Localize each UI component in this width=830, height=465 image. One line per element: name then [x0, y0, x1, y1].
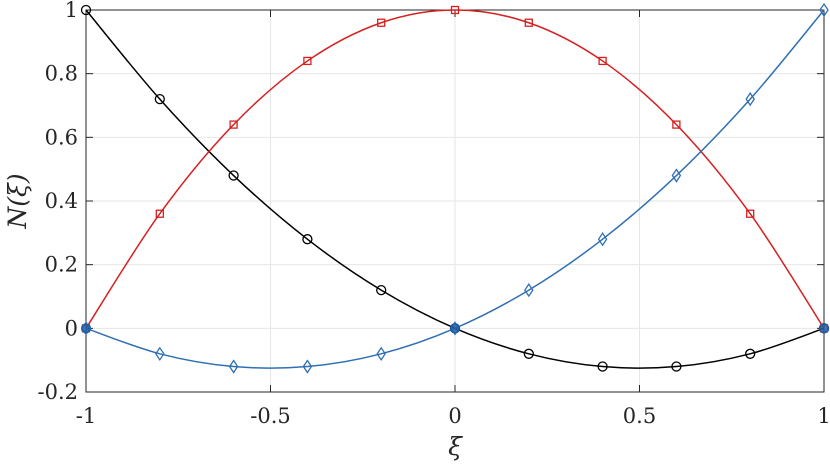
square-marker [524, 18, 533, 27]
circle-marker [523, 348, 534, 359]
circle-marker [597, 361, 608, 372]
circle-marker [80, 4, 92, 16]
x-axis-label: ξ [448, 432, 463, 461]
diamond-marker [155, 346, 165, 361]
axis-ticks [85, 9, 825, 393]
square-marker [229, 120, 238, 129]
x-tick-label: 0 [448, 404, 461, 428]
tick-labels: -1 -0.5 0 0.5 1 -0.2 0 0.2 0.4 0.6 0.8 1 [38, 0, 830, 428]
circle-marker [228, 170, 239, 181]
y-tick-label: -0.2 [38, 380, 79, 404]
square-marker [155, 209, 164, 218]
x-tick-label: 0.5 [623, 404, 656, 428]
square-marker [672, 120, 681, 129]
diamond-marker [376, 346, 386, 361]
square-marker [303, 56, 312, 66]
node-points [81, 323, 829, 334]
series-line [85, 9, 825, 369]
circle-marker [154, 93, 165, 105]
node-marker [450, 323, 460, 334]
node-marker [819, 323, 829, 334]
diamond-marker [524, 282, 534, 298]
diamond-marker [302, 359, 313, 374]
y-tick-label: 1 [65, 0, 78, 22]
y-tick-label: 0.2 [45, 253, 78, 277]
square-marker [746, 209, 755, 218]
diamond-marker [228, 359, 239, 374]
x-tick-label: -0.5 [250, 404, 291, 428]
circle-marker [302, 234, 313, 245]
square-marker [450, 5, 460, 15]
y-tick-label: 0 [65, 316, 78, 340]
x-tick-label: 1 [817, 404, 830, 428]
circle-marker [745, 348, 756, 359]
diamond-marker [819, 2, 829, 18]
circle-marker [376, 284, 387, 296]
series-1 [80, 4, 830, 372]
square-marker [377, 18, 386, 27]
series-lines [80, 2, 830, 374]
diamond-marker [671, 168, 682, 183]
diamond-marker [597, 232, 608, 247]
y-axis-label: N(ξ) [3, 173, 32, 229]
series-line [85, 9, 825, 329]
series-line [85, 9, 825, 369]
diamond-marker [745, 91, 755, 107]
circle-marker [671, 361, 682, 372]
square-marker [598, 56, 607, 66]
y-tick-label: 0.6 [45, 125, 78, 149]
x-tick-label: -1 [76, 404, 96, 428]
series-3 [81, 2, 829, 374]
y-tick-label: 0.8 [45, 62, 78, 86]
node-marker [81, 323, 91, 334]
y-tick-label: 0.4 [45, 189, 78, 213]
